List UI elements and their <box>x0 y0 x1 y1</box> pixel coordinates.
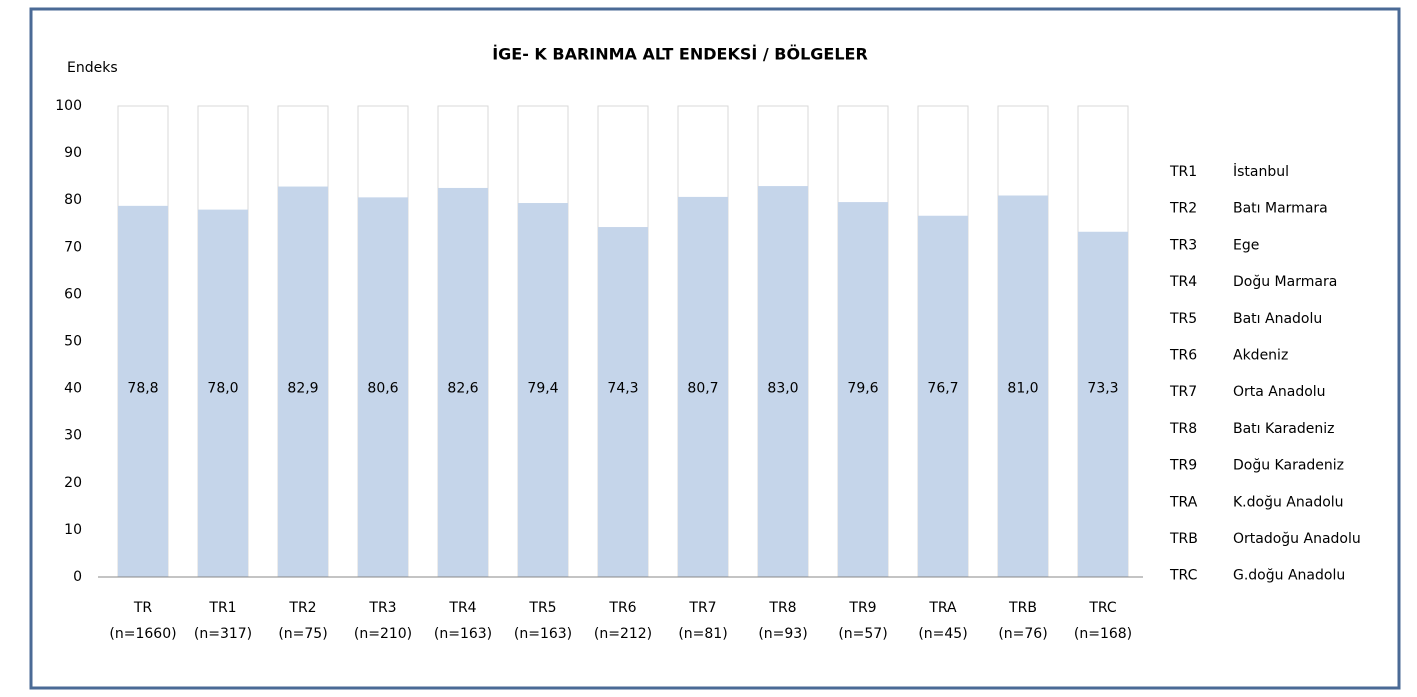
y-tick-label: 90 <box>64 145 82 161</box>
y-tick-label: 80 <box>64 192 82 208</box>
legend-name: Akdeniz <box>1233 348 1288 364</box>
legend-code: TR3 <box>1169 237 1197 253</box>
x-tick-label: TR2 <box>288 600 316 616</box>
legend-code: TRB <box>1169 531 1198 547</box>
y-tick-label: 50 <box>64 334 82 350</box>
y-tick-label: 100 <box>55 98 82 114</box>
x-tick-label: TR7 <box>688 600 716 616</box>
value-label: 73,3 <box>1087 381 1118 397</box>
x-tick-sublabel: (n=93) <box>758 626 807 642</box>
x-tick-sublabel: (n=212) <box>594 626 652 642</box>
x-tick-label: TR4 <box>448 600 476 616</box>
bar <box>758 186 808 577</box>
legend-name: Batı Anadolu <box>1233 311 1322 327</box>
legend-name: Batı Marmara <box>1233 201 1328 217</box>
x-tick-sublabel: (n=75) <box>278 626 327 642</box>
bar <box>678 196 728 577</box>
legend-code: TR7 <box>1169 384 1197 400</box>
legend-name: Ege <box>1233 237 1259 253</box>
legend-name: Doğu Karadeniz <box>1233 458 1344 474</box>
bar <box>198 209 248 577</box>
legend-code: TR9 <box>1169 458 1197 474</box>
y-tick-label: 30 <box>64 428 82 444</box>
legend-name: Orta Anadolu <box>1233 384 1326 400</box>
bar <box>918 215 968 578</box>
value-label: 74,3 <box>607 381 638 397</box>
legend-code: TRA <box>1169 494 1198 510</box>
value-label: 83,0 <box>767 381 798 397</box>
x-tick-label: TR5 <box>528 600 556 616</box>
x-tick-sublabel: (n=163) <box>514 626 572 642</box>
bar <box>278 186 328 577</box>
x-tick-label: TR3 <box>368 600 396 616</box>
y-tick-label: 40 <box>64 381 82 397</box>
legend-code: TR6 <box>1169 348 1197 364</box>
bar <box>438 187 488 578</box>
y-tick-label: 0 <box>73 569 82 585</box>
x-tick-sublabel: (n=210) <box>354 626 412 642</box>
legend-code: TR8 <box>1169 421 1197 437</box>
legend-name: Ortadoğu Anadolu <box>1233 531 1361 547</box>
value-label: 82,9 <box>287 381 318 397</box>
x-tick-label: TRB <box>1008 600 1037 616</box>
x-tick-label: TR6 <box>608 600 636 616</box>
y-tick-label: 70 <box>64 239 82 255</box>
y-tick-label: 10 <box>64 522 82 538</box>
bar <box>358 197 408 577</box>
value-label: 76,7 <box>927 381 958 397</box>
x-tick-label: TR <box>133 600 153 616</box>
legend-name: Doğu Marmara <box>1233 274 1337 290</box>
bar <box>598 227 648 577</box>
value-label: 81,0 <box>1007 381 1038 397</box>
chart-title: İGE- K BARINMA ALT ENDEKSİ / BÖLGELER <box>492 45 868 64</box>
value-label: 79,6 <box>847 381 878 397</box>
value-label: 80,6 <box>367 381 398 397</box>
legend-name: K.doğu Anadolu <box>1233 494 1344 510</box>
value-label: 82,6 <box>447 381 478 397</box>
x-tick-sublabel: (n=1660) <box>109 626 176 642</box>
legend-name: G.doğu Anadolu <box>1233 568 1345 584</box>
x-tick-sublabel: (n=168) <box>1074 626 1132 642</box>
x-tick-label: TRA <box>928 600 957 616</box>
x-tick-label: TR1 <box>208 600 236 616</box>
x-tick-sublabel: (n=317) <box>194 626 252 642</box>
value-label: 78,0 <box>207 381 238 397</box>
bar <box>518 203 568 577</box>
x-tick-label: TR9 <box>848 600 876 616</box>
legend-code: TR5 <box>1169 311 1197 327</box>
legend-code: TR2 <box>1169 201 1197 217</box>
bar <box>838 202 888 578</box>
bar <box>998 195 1048 578</box>
x-tick-label: TRC <box>1088 600 1117 616</box>
legend-code: TRC <box>1169 568 1198 584</box>
x-tick-label: TR8 <box>768 600 796 616</box>
bar <box>118 205 168 578</box>
x-tick-sublabel: (n=76) <box>998 626 1047 642</box>
x-tick-sublabel: (n=81) <box>678 626 727 642</box>
x-tick-sublabel: (n=45) <box>918 626 967 642</box>
x-tick-sublabel: (n=57) <box>838 626 887 642</box>
legend-code: TR4 <box>1169 274 1197 290</box>
value-label: 79,4 <box>527 381 558 397</box>
legend-name: Batı Karadeniz <box>1233 421 1334 437</box>
legend-code: TR1 <box>1169 164 1197 180</box>
value-label: 78,8 <box>127 381 158 397</box>
y-axis-label: Endeks <box>67 60 118 76</box>
y-tick-label: 20 <box>64 475 82 491</box>
legend-name: İstanbul <box>1233 162 1289 180</box>
x-tick-sublabel: (n=163) <box>434 626 492 642</box>
y-tick-label: 60 <box>64 286 82 302</box>
value-label: 80,7 <box>687 381 718 397</box>
bar <box>1078 231 1128 577</box>
